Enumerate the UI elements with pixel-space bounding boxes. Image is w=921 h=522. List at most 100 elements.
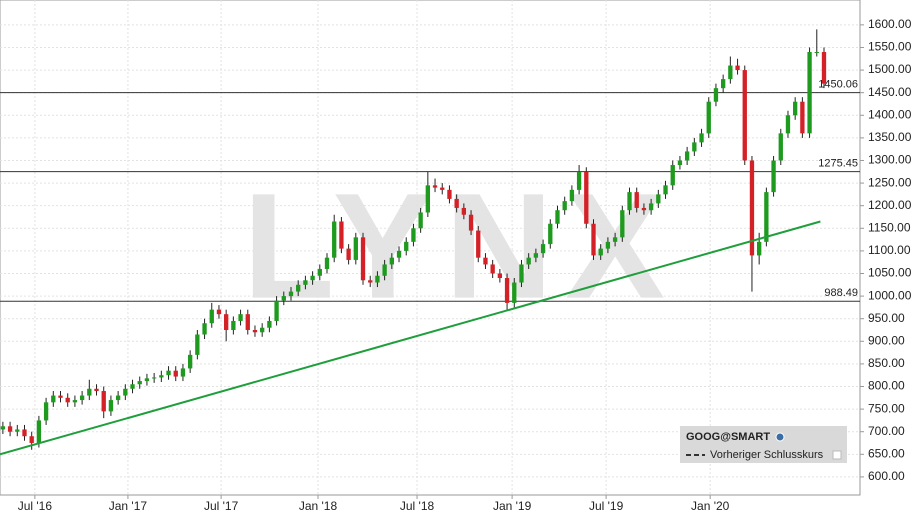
candle-body (151, 377, 157, 379)
candle-body (267, 320, 272, 328)
candle-body (706, 101, 711, 134)
x-tick-label: Jan '19 (493, 499, 532, 513)
candle-body (368, 280, 373, 283)
x-tick-label: Jul '17 (204, 499, 239, 513)
candle-body (101, 391, 106, 412)
candle-body (389, 257, 394, 265)
candle-body (476, 230, 481, 258)
candle-body (252, 330, 258, 333)
candle-body (396, 250, 402, 258)
candle-body (144, 378, 150, 382)
candle-body (238, 314, 243, 321)
candle-body (569, 189, 575, 202)
candle-body (339, 221, 344, 249)
candle-body (519, 264, 524, 283)
y-tick-label: 1250.00 (868, 175, 912, 189)
candle-body (713, 88, 719, 102)
candle-body (425, 185, 430, 213)
candle-body (821, 51, 827, 84)
candle-body (317, 268, 322, 276)
y-tick-label: 700.00 (868, 424, 905, 438)
candle-body (526, 257, 531, 265)
candle-body (648, 203, 654, 211)
candle-body (605, 241, 611, 249)
candle-body (447, 189, 452, 199)
candle-body (548, 223, 553, 245)
candle-body (87, 388, 92, 396)
candle-body (483, 257, 488, 265)
x-tick-label: Jul '16 (18, 499, 53, 513)
candle-body (504, 278, 510, 303)
candle-body (324, 257, 330, 269)
plot-area (0, 0, 861, 496)
candle-body (187, 354, 193, 369)
y-tick-label: 1400.00 (868, 107, 912, 121)
y-tick-label: 850.00 (868, 356, 905, 370)
candle-body (699, 133, 704, 143)
y-tick-label: 1450.00 (868, 85, 912, 99)
candle-body (540, 244, 546, 254)
y-tick-label: 1350.00 (868, 130, 912, 144)
x-tick-label: Jul '18 (400, 499, 435, 513)
candle-body (742, 70, 747, 161)
candle-body (22, 429, 27, 437)
y-tick-label: 600.00 (868, 469, 905, 483)
legend-entry: Vorheriger Schlusskurs (710, 449, 824, 461)
candle-body (159, 375, 164, 378)
candle-body (29, 436, 34, 444)
candle-body (670, 165, 675, 186)
y-tick-label: 750.00 (868, 401, 905, 415)
candle-body (65, 397, 70, 403)
y-tick-label: 1550.00 (868, 40, 912, 54)
candle-body (814, 51, 819, 53)
reference-label: 988.49 (824, 287, 858, 299)
candle-body (418, 212, 423, 229)
candle-body (432, 185, 438, 188)
candle-body (288, 291, 294, 297)
legend-icon (775, 432, 785, 442)
candle-body (332, 221, 337, 258)
candle-body (296, 284, 301, 292)
candle-body (195, 334, 200, 355)
candle-body (216, 309, 222, 315)
candle-body (58, 395, 63, 398)
candle-body (209, 309, 214, 324)
candle-body (123, 388, 128, 396)
candle-body (166, 370, 171, 376)
candle-body (404, 241, 409, 251)
candle-body (0, 426, 6, 430)
candle-body (353, 237, 358, 260)
candle-body (497, 273, 503, 279)
candle-body (94, 388, 99, 392)
candle-body (785, 115, 791, 134)
candle-body (202, 323, 207, 335)
candle-body (468, 214, 474, 231)
candle-body (555, 210, 560, 224)
candle-body (108, 400, 114, 412)
y-tick-label: 800.00 (868, 379, 905, 393)
candle-body (115, 395, 121, 401)
candle-body (274, 300, 279, 321)
candle-body (735, 65, 740, 71)
candle-body (461, 207, 467, 215)
candle-body (173, 370, 178, 377)
candle-body (764, 192, 769, 242)
candle-body (692, 142, 697, 152)
y-tick-label: 1300.00 (868, 153, 912, 167)
candle-body (562, 201, 567, 211)
y-tick-label: 1050.00 (868, 266, 912, 280)
candle-body (771, 160, 776, 193)
candle-body (260, 327, 265, 333)
x-tick-label: Jan '17 (109, 499, 148, 513)
candle-body (36, 420, 42, 444)
candle-body (346, 248, 351, 260)
reference-label: 1275.45 (818, 157, 858, 169)
candle-body (72, 400, 78, 403)
legend-checkbox[interactable] (832, 450, 842, 460)
candle-body (440, 187, 445, 190)
candle-body (137, 381, 142, 385)
candle-body (360, 237, 366, 281)
y-tick-label: 650.00 (868, 446, 905, 460)
candle-body (310, 275, 315, 281)
